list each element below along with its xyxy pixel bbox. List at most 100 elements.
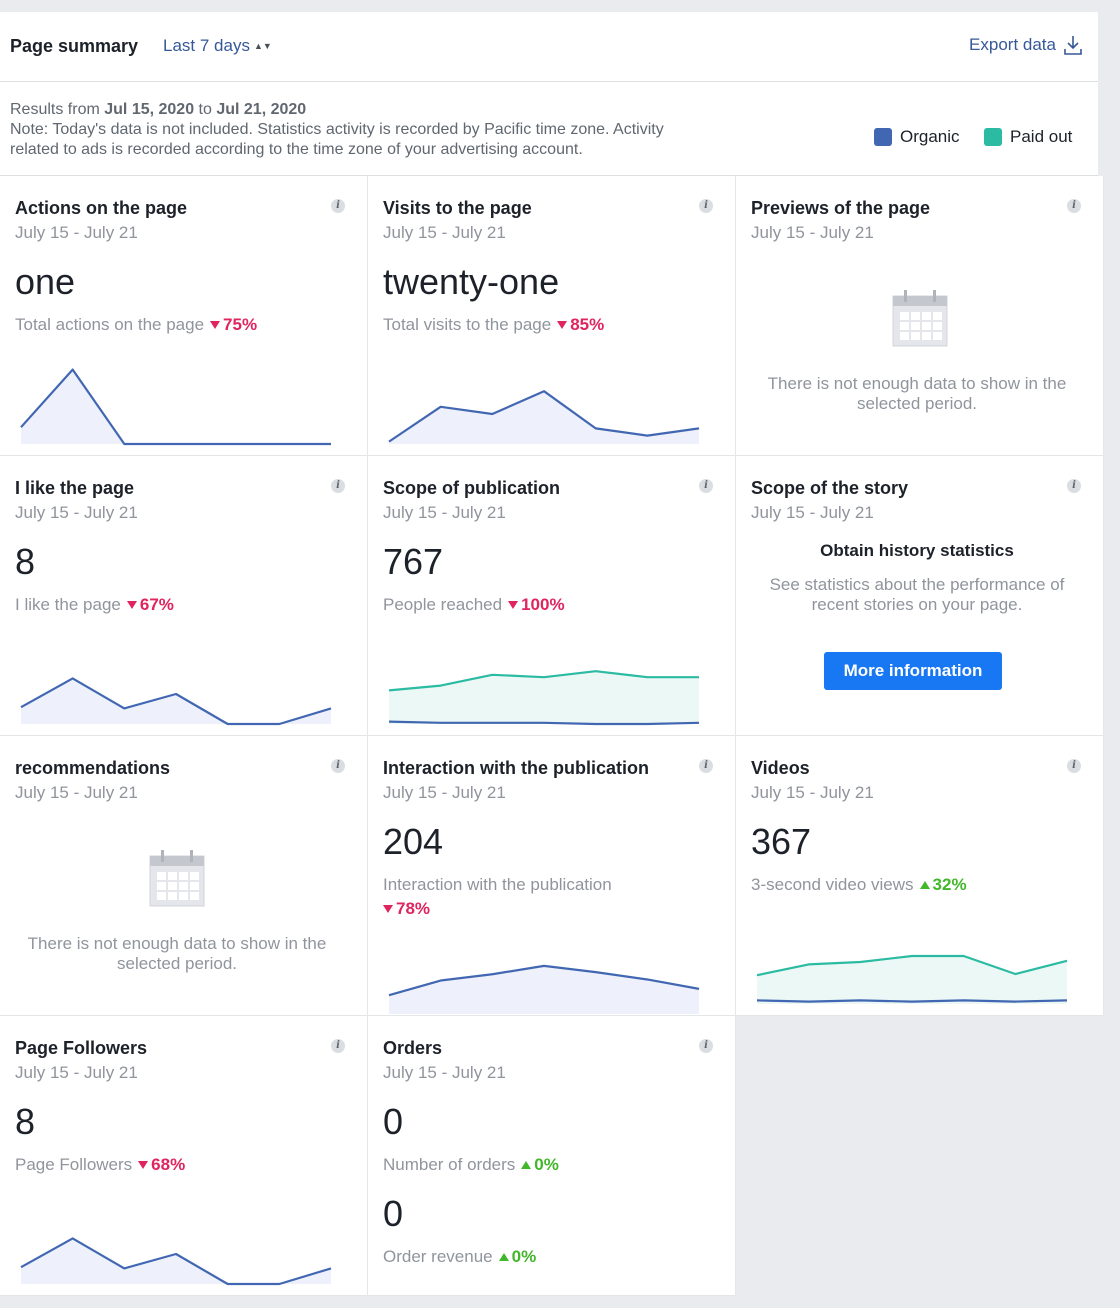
- card-title: recommendations: [15, 758, 171, 778]
- metric-label: Total visits to the page 85%: [383, 315, 605, 334]
- note-line-2: related to ads is recorded according to …: [10, 141, 583, 158]
- metric-label: 3-second video views 32%: [751, 875, 967, 894]
- story-stats-heading: Obtain history statistics: [820, 541, 1014, 560]
- card-likes[interactable]: I like the page July 15 - July 21 i 8 I …: [0, 456, 368, 736]
- no-data-message: There is not enough data to show in the …: [27, 934, 327, 973]
- card-title: Scope of publication: [383, 478, 561, 498]
- card-title: I like the page: [15, 478, 135, 498]
- sparkline-chart: [20, 677, 332, 726]
- metric-label: I like the page 67%: [15, 595, 174, 614]
- info-icon[interactable]: i: [331, 199, 345, 213]
- info-icon[interactable]: i: [1067, 199, 1081, 213]
- date-range-label: Last 7 days: [163, 36, 250, 55]
- metric-value: 767: [383, 541, 444, 582]
- card-interaction[interactable]: Interaction with the publication July 15…: [368, 736, 736, 1016]
- sparkline-chart: [756, 954, 1068, 1004]
- change-percent: 67%: [139, 595, 174, 614]
- metric-value: twenty-one: [383, 261, 560, 302]
- paid-series-line: [756, 954, 1068, 977]
- legend-organic: Organic: [874, 127, 960, 147]
- no-data-message: There is not enough data to show in the …: [767, 374, 1067, 413]
- decrease-arrow-icon: [508, 601, 519, 609]
- card-actions[interactable]: Actions on the page July 15 - July 21 i …: [0, 176, 368, 456]
- card-date: July 15 - July 21: [751, 223, 874, 242]
- metric-label: Total actions on the page 75%: [15, 315, 258, 334]
- organic-series-line: [388, 720, 700, 726]
- card-followers[interactable]: Page Followers July 15 - July 21 i 8 Pag…: [0, 1016, 368, 1296]
- metric-label: Interaction with the publication: [383, 875, 612, 894]
- organic-series-line: [388, 964, 700, 997]
- increase-arrow-icon: [919, 881, 930, 889]
- paid-series-area: [757, 956, 1067, 1004]
- card-title: Videos: [751, 758, 810, 778]
- card-title: Visits to the page: [383, 198, 532, 218]
- card-title: Scope of the story: [751, 478, 909, 498]
- organic-series-area: [21, 678, 331, 724]
- card-date: July 15 - July 21: [383, 1063, 506, 1082]
- increase-arrow-icon: [521, 1161, 532, 1169]
- info-icon[interactable]: i: [699, 479, 713, 493]
- sparkline-chart: [388, 390, 700, 444]
- card-date: July 15 - July 21: [15, 1063, 138, 1082]
- orders-count-value: 0: [383, 1101, 404, 1142]
- decrease-arrow-icon: [138, 1161, 149, 1169]
- calendar-icon: [149, 850, 205, 907]
- decrease-arrow-icon: [557, 321, 568, 329]
- export-data-label: Export data: [969, 35, 1056, 54]
- organic-series-line: [388, 390, 700, 443]
- decrease-arrow-icon: [210, 321, 221, 329]
- card-title: Previews of the page: [751, 198, 931, 218]
- organic-series-line: [20, 368, 331, 446]
- change-percent: 85%: [570, 315, 605, 334]
- change-percent: 0%: [534, 1155, 559, 1174]
- info-icon[interactable]: i: [331, 759, 345, 773]
- card-date: July 15 - July 21: [383, 223, 506, 242]
- info-icon[interactable]: i: [699, 1039, 713, 1053]
- story-stats-text: See statistics about the performance of …: [769, 575, 1065, 614]
- card-visits[interactable]: Visits to the page July 15 - July 21 i t…: [368, 176, 736, 456]
- page-summary-panel: Page summary Last 7 days ▲▼ Export data R…: [0, 12, 1104, 1296]
- info-icon[interactable]: i: [1067, 759, 1081, 773]
- card-title: Page Followers: [15, 1038, 148, 1058]
- download-icon: [1064, 36, 1082, 55]
- card-recommendations[interactable]: recommendations July 15 - July 21 i Ther…: [0, 736, 368, 1016]
- metric-change: 78%: [377, 899, 430, 919]
- summary-header: Page summary Last 7 days ▲▼ Export data: [0, 12, 1098, 82]
- organic-series-line: [20, 1237, 332, 1286]
- change-percent: 100%: [521, 595, 565, 614]
- date-range-selector[interactable]: Last 7 days ▲▼: [163, 36, 272, 56]
- info-icon[interactable]: i: [331, 1039, 345, 1053]
- card-scope-publication[interactable]: Scope of publication July 15 - July 21 i…: [368, 456, 736, 736]
- export-data-button[interactable]: Export data: [969, 35, 1082, 55]
- more-information-button[interactable]: More information: [824, 652, 1002, 690]
- info-icon[interactable]: i: [699, 759, 713, 773]
- paid-series-area: [389, 671, 699, 724]
- card-videos[interactable]: Videos July 15 - July 21 i 367 3-second …: [736, 736, 1104, 1016]
- decrease-arrow-icon: [126, 601, 137, 609]
- metric-value: 8: [15, 541, 36, 582]
- change-percent: 68%: [151, 1155, 186, 1174]
- info-icon[interactable]: i: [331, 479, 345, 493]
- card-date: July 15 - July 21: [383, 503, 506, 522]
- card-previews[interactable]: Previews of the page July 15 - July 21 i…: [736, 176, 1104, 456]
- metric-value: 204: [383, 821, 444, 862]
- page-title: Page summary: [10, 36, 139, 56]
- info-icon[interactable]: i: [1067, 479, 1081, 493]
- info-icon[interactable]: i: [699, 199, 713, 213]
- card-scope-story[interactable]: Scope of the story July 15 - July 21 i O…: [736, 456, 1104, 736]
- order-revenue-label: Order revenue 0%: [383, 1247, 537, 1266]
- metric-value: 8: [15, 1101, 36, 1142]
- sort-caret-icon: ▲▼: [253, 41, 272, 51]
- paid-series-line: [388, 670, 699, 692]
- change-percent: 78%: [396, 899, 431, 918]
- card-date: July 15 - July 21: [751, 503, 874, 522]
- calendar-icon: [892, 290, 948, 347]
- organic-series-area: [21, 369, 331, 444]
- organic-series-line: [756, 999, 1068, 1003]
- sparkline-chart: [20, 1237, 332, 1286]
- metric-value: one: [15, 261, 76, 302]
- organic-series-line: [20, 677, 332, 726]
- card-title: Interaction with the publication: [383, 758, 650, 778]
- card-date: July 15 - July 21: [15, 223, 138, 242]
- card-orders[interactable]: Orders July 15 - July 21 i 0 Number of o…: [368, 1016, 736, 1296]
